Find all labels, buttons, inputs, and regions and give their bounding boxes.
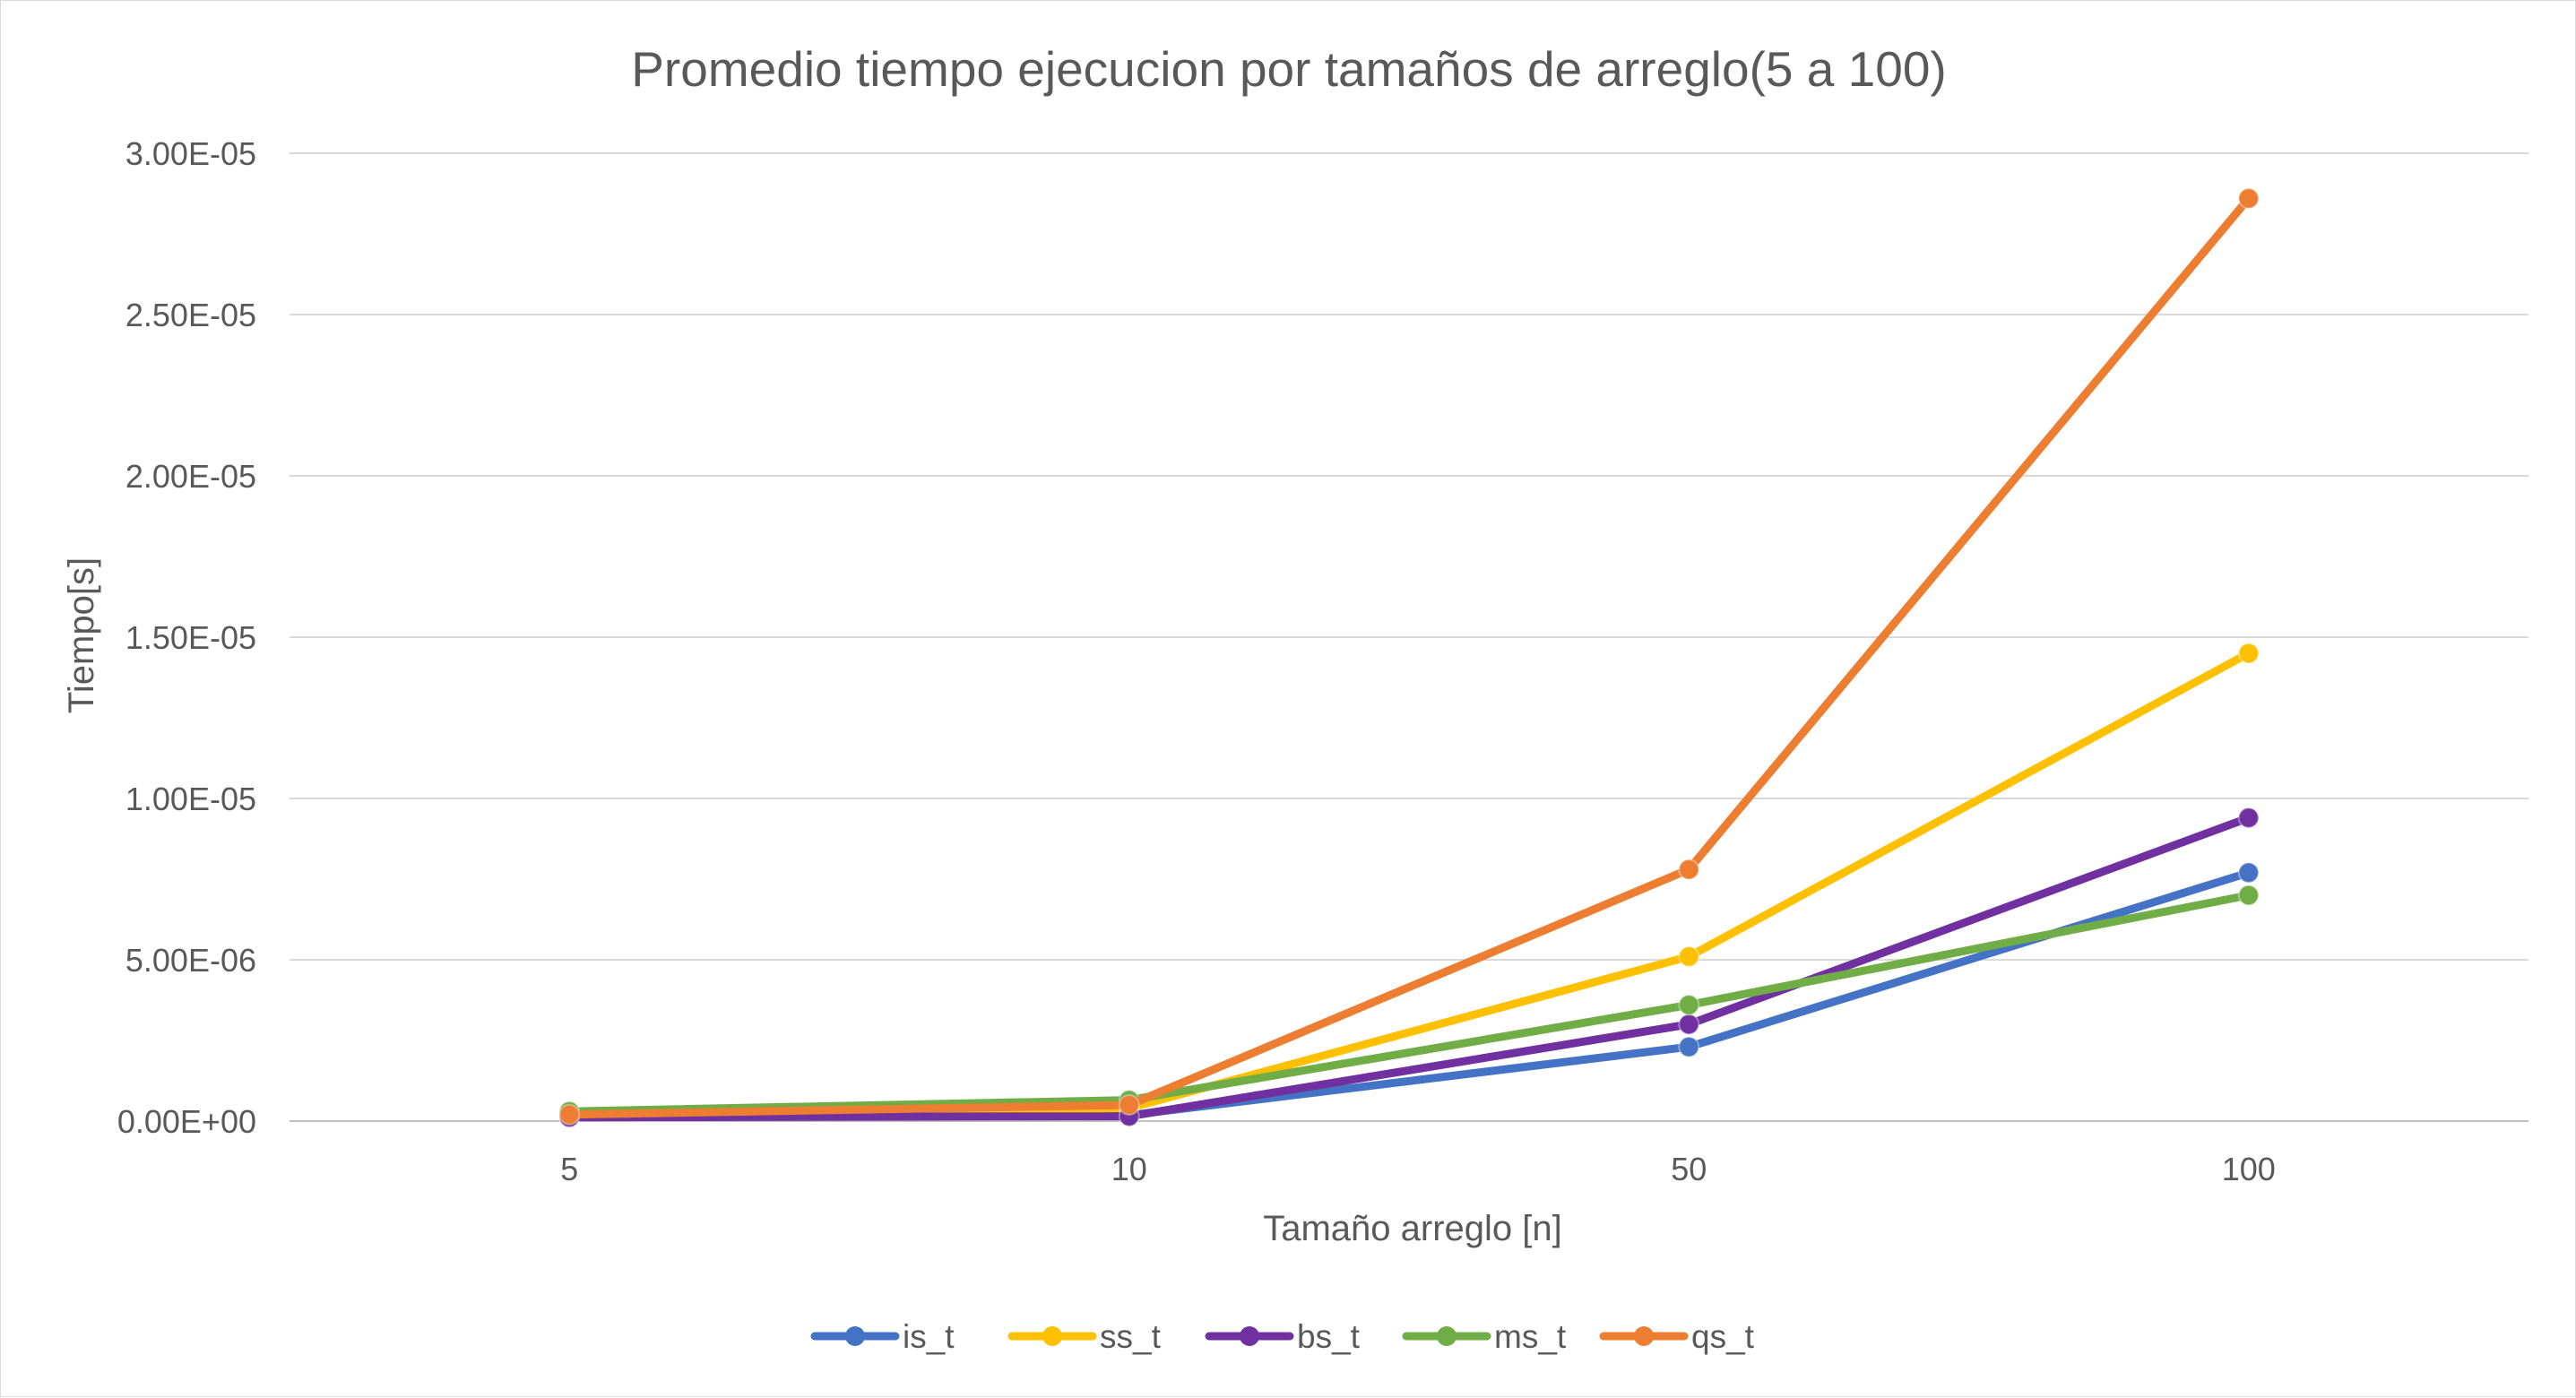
legend-marker <box>1240 1326 1259 1346</box>
x-tick-label: 50 <box>1671 1151 1707 1187</box>
series-ms_t <box>558 885 2260 1123</box>
y-tick-label: 1.00E-05 <box>125 781 256 817</box>
x-tick-label: 5 <box>560 1151 578 1187</box>
series-line <box>565 194 2253 1119</box>
x-tick-label: 10 <box>1111 1151 1147 1187</box>
series-lines <box>558 187 2260 1128</box>
x-axis-ticks: 5 10 50 100 <box>560 1151 2276 1187</box>
data-point <box>2237 885 2260 906</box>
series-qs_t <box>558 187 2260 1126</box>
legend-marker <box>1634 1326 1654 1346</box>
data-point <box>2237 861 2260 884</box>
chart-title: Promedio tiempo ejecucion por tamaños de… <box>631 41 1947 97</box>
y-axis-ticks: 0.00E+00 5.00E-06 1.00E-05 1.50E-05 2.00E-05… <box>117 135 256 1140</box>
legend-marker <box>1042 1326 1062 1346</box>
series-is_t <box>558 861 2260 1128</box>
legend-label: ss_t <box>1100 1318 1162 1355</box>
y-tick-label: 2.00E-05 <box>125 458 256 495</box>
y-axis-title: Tiempo[s] <box>62 557 101 713</box>
data-point <box>2237 187 2260 210</box>
data-point <box>558 1103 581 1126</box>
y-tick-label: 0.00E+00 <box>117 1103 256 1140</box>
y-tick-label: 1.50E-05 <box>125 619 256 656</box>
legend-item-is_t: is_t <box>810 1318 955 1355</box>
data-point <box>1678 945 1700 968</box>
x-tick-label: 100 <box>2222 1151 2276 1187</box>
data-point <box>1678 994 1700 1016</box>
data-point <box>1678 859 1700 881</box>
y-tick-label: 3.00E-05 <box>125 135 256 172</box>
legend-label: is_t <box>903 1318 955 1355</box>
data-point <box>2237 643 2260 664</box>
legend-label: qs_t <box>1691 1318 1755 1355</box>
legend-marker <box>845 1326 865 1346</box>
legend-item-bs_t: bs_t <box>1205 1318 1361 1355</box>
data-point <box>1118 1094 1140 1116</box>
legend-label: ms_t <box>1494 1318 1567 1355</box>
x-axis-title: Tamaño arreglo [n] <box>1263 1209 1562 1248</box>
series-line <box>565 814 2253 1122</box>
legend-item-ms_t: ms_t <box>1402 1318 1567 1355</box>
legend-item-qs_t: qs_t <box>1599 1318 1755 1355</box>
data-point <box>1678 1014 1700 1035</box>
y-tick-label: 5.00E-06 <box>125 942 256 979</box>
series-line <box>565 649 2253 1121</box>
y-tick-label: 2.50E-05 <box>125 297 256 333</box>
legend: is_t ss_t bs_t ms_t qs_t <box>810 1318 1755 1355</box>
data-point <box>2237 807 2260 829</box>
legend-item-ss_t: ss_t <box>1007 1318 1162 1355</box>
gridlines <box>290 152 2528 1122</box>
legend-label: bs_t <box>1297 1318 1361 1355</box>
data-point <box>1678 1036 1700 1058</box>
legend-marker <box>1437 1326 1457 1346</box>
